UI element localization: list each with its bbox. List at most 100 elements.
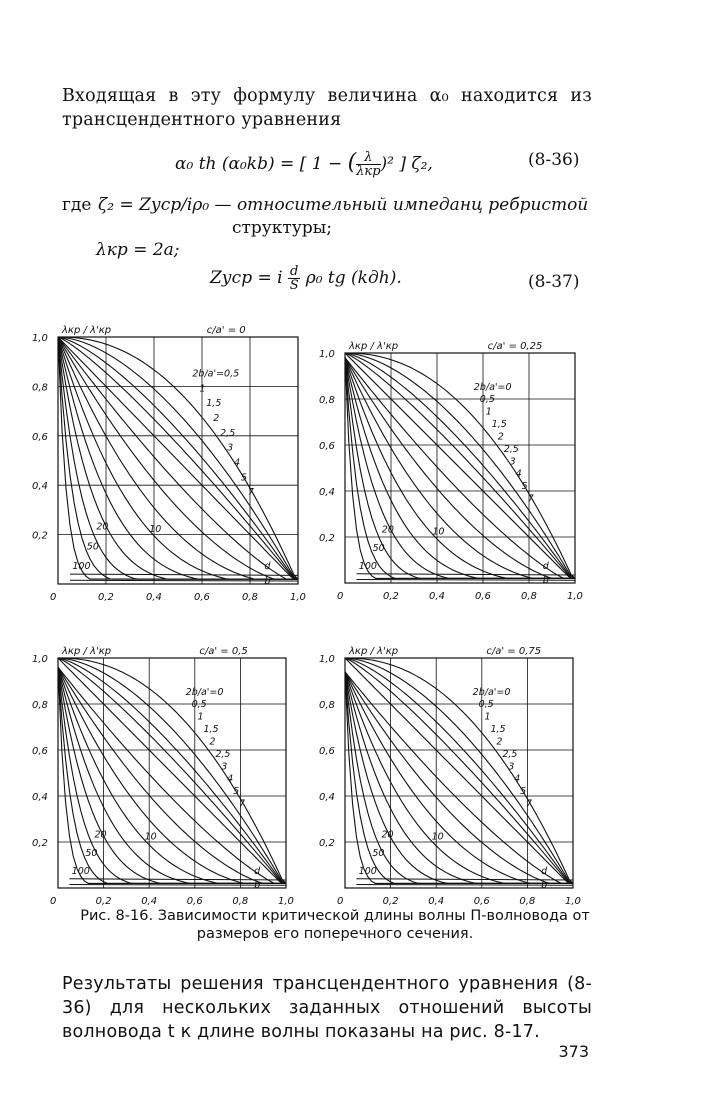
y-tick-label: 0,6	[319, 441, 335, 452]
curve-label: 4	[234, 457, 240, 468]
curve-label: 4	[514, 774, 520, 785]
x-tick-label: 0,6	[187, 896, 203, 907]
y-tick-label: 0,4	[319, 792, 335, 803]
series-curve	[57, 657, 286, 884]
curve-label: 50	[85, 848, 97, 859]
y-tick-label: 0,2	[319, 838, 335, 849]
curve-label: 7	[239, 799, 245, 810]
y-axis-label: λкр / λ'кр	[61, 646, 111, 657]
x-tick-label: 0,8	[242, 592, 258, 603]
y-tick-label: 0,4	[32, 792, 48, 803]
equation-8-37-number: (8-37)	[528, 272, 580, 292]
series-curve	[57, 336, 299, 580]
curve-label: 1,5	[490, 724, 505, 735]
curve-label: 20	[96, 522, 108, 533]
y-tick-label: 0,8	[32, 382, 48, 393]
chart-c-0-5: 0 0,2 0,4 0,6 0,8 1,0 1,0 0,8 0,6 0,4 0,2 λкр / λ'к…	[32, 646, 294, 907]
y-axis-label: λкр / λ'кр	[348, 646, 398, 657]
eq37-rhs: ρ₀ tg (kдh).	[305, 268, 402, 288]
equation-8-36-number: (8-36)	[528, 150, 580, 170]
series-curve-b	[69, 579, 299, 582]
y-tick-label: 0,8	[319, 700, 335, 711]
x-tick-label: 0,4	[141, 896, 157, 907]
curve-label: 5	[233, 786, 239, 797]
eq37-frac-den: S	[289, 278, 299, 293]
x-tick-label: 1,0	[567, 591, 583, 602]
curve-label: 20	[94, 829, 106, 840]
series-curve	[58, 336, 299, 580]
y-tick-label: 0,2	[319, 533, 335, 544]
x-tick-label: 0,8	[521, 591, 537, 602]
curve-label: 3	[221, 761, 227, 772]
curve-label: 20	[382, 524, 394, 535]
series-curve	[58, 657, 287, 884]
curve-label: 2	[498, 431, 504, 442]
x-tick-label: 1,0	[565, 896, 581, 907]
curve-label: 7	[248, 487, 254, 498]
chart-c-0-25: 0 0,2 0,4 0,6 0,8 1,0 1,0 0,8 0,6 0,4 0,2 λкр / λ'к…	[319, 341, 583, 602]
curve-label: 2	[209, 736, 215, 747]
parameter-label: c/a' = 0,25	[488, 341, 543, 352]
curve-label: 5	[520, 786, 526, 797]
eq37-lhs: Zуср = i	[210, 268, 283, 288]
curve-label: d	[264, 561, 271, 572]
figure-caption: Рис. 8-16. Зависимости критической длины…	[80, 908, 590, 942]
intro-paragraph: Входящая в эту формулу величина α₀ наход…	[62, 86, 592, 130]
parameter-label: c/a' = 0	[207, 325, 246, 336]
curve-label: 2b/a'=0	[473, 687, 511, 698]
curve-label: 3	[227, 443, 233, 454]
curve-label: d	[254, 866, 261, 877]
plot-frame	[57, 336, 299, 585]
x-tick-label: 0,6	[194, 592, 210, 603]
x-tick-label: 0	[337, 896, 343, 907]
curve-label: 10	[149, 524, 161, 535]
x-tick-label: 0,6	[474, 896, 490, 907]
curve-label: 0,5	[479, 699, 494, 710]
curve-label: 0,5	[480, 394, 495, 405]
plot-frame	[57, 657, 287, 889]
y-tick-label: 0,8	[319, 395, 335, 406]
series-curve	[57, 657, 287, 884]
equation-8-36: α₀ th (α₀kb) = [ 1 − (λ λкр)² ] ζ₂,	[175, 150, 433, 179]
series-curve	[57, 666, 286, 884]
eq36-bracket-close: )² ] ζ₂,	[380, 154, 433, 174]
curve-label: 2,5	[220, 428, 235, 439]
curve-label: 1,5	[206, 398, 221, 409]
chart-c-0: 0 0,2 0,4 0,6 0,8 1,0 1,0 0,8 0,6 0,4 0,2 λкр / λ'к…	[32, 325, 306, 603]
curve-label: 7	[526, 799, 532, 810]
curve-label: 50	[87, 541, 99, 552]
series-curve	[345, 352, 576, 579]
x-tick-label: 1,0	[278, 896, 294, 907]
page-number: 373	[558, 1042, 589, 1061]
plot-frame	[344, 352, 576, 584]
curve-label: d	[541, 866, 548, 877]
y-tick-label: 0,6	[319, 746, 335, 757]
series-curve	[57, 336, 298, 580]
curve-label: 0,5	[192, 699, 207, 710]
curve-label: b	[543, 575, 549, 586]
series-curve-b	[356, 884, 574, 886]
chart-c-0-75: 0 0,2 0,4 0,6 0,8 1,0 1,0 0,8 0,6 0,4 0,2 λкр / λ'к…	[319, 646, 581, 907]
curve-label: 50	[373, 543, 385, 554]
curve-label: 10	[145, 832, 157, 843]
zeta-definition: ζ₂ = Zуср/iρ₀ — относительный импеданц р…	[98, 195, 589, 215]
y-tick-label: 0,2	[32, 531, 48, 542]
y-tick-label: 1,0	[32, 654, 48, 665]
series-curve	[344, 657, 573, 884]
x-tick-label: 0,4	[428, 896, 444, 907]
curve-label: 1,5	[203, 724, 218, 735]
y-tick-label: 0,8	[32, 700, 48, 711]
where-prefix: где	[62, 195, 92, 215]
curve-label: b	[541, 880, 547, 891]
x-tick-label: 0,2	[98, 592, 114, 603]
series-curve	[344, 671, 573, 884]
parameter-label: c/a' = 0,75	[486, 646, 541, 657]
curve-label: 5	[241, 472, 247, 483]
series-curve	[57, 336, 298, 580]
curve-label: 2,5	[502, 749, 517, 760]
series-curve-d	[69, 878, 287, 881]
series-curve	[57, 336, 298, 580]
curve-label: 10	[432, 832, 444, 843]
curve-label: 1	[486, 407, 492, 418]
